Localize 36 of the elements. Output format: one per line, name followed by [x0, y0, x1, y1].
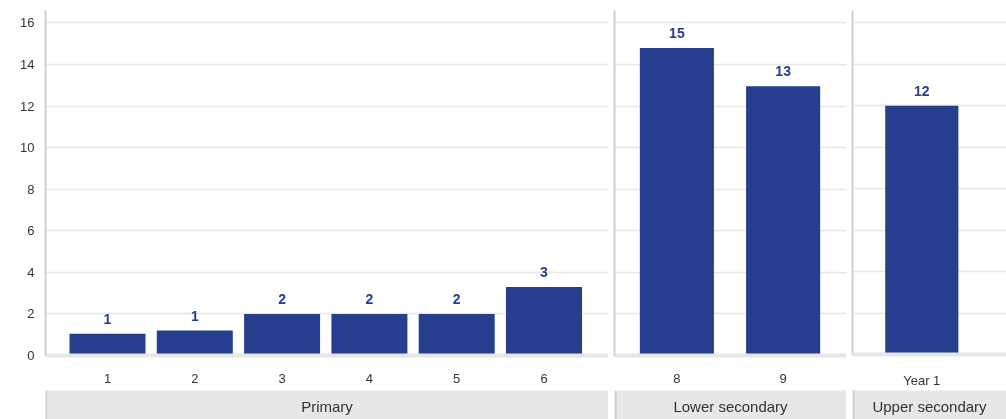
data-label: 2 — [365, 290, 374, 307]
x-axis-title: Upper secondary — [872, 397, 988, 415]
data-label: 1 — [190, 307, 199, 324]
data-label: 2 — [452, 290, 461, 307]
bar — [244, 313, 321, 356]
data-label: 3 — [540, 263, 549, 280]
bar — [69, 333, 146, 356]
x-tick-label: 2 — [191, 370, 199, 386]
data-label: 13 — [775, 63, 792, 80]
data-label: 1 — [103, 310, 112, 327]
x-axis-title: Primary — [301, 397, 354, 415]
y-tick-label: 4 — [27, 264, 35, 280]
x-tick-label: 8 — [673, 370, 681, 386]
x-tick-label: 3 — [278, 370, 286, 386]
y-tick-label: 6 — [27, 223, 35, 239]
y-tick-label: 2 — [27, 306, 35, 322]
y-tick-label: 12 — [20, 98, 35, 114]
bar — [418, 313, 495, 356]
data-label: 2 — [278, 290, 287, 307]
y-tick-label: 8 — [27, 181, 35, 197]
data-label: 15 — [669, 24, 685, 41]
bar — [506, 286, 582, 356]
bar — [156, 330, 233, 356]
x-tick-label: 4 — [365, 370, 374, 386]
x-tick-label: 1 — [103, 370, 112, 386]
y-tick-label: 14 — [20, 57, 35, 73]
bar — [331, 313, 408, 356]
y-tick-label: 0 — [27, 348, 35, 363]
x-axis-title: Lower secondary — [673, 397, 789, 415]
x-tick-label: 5 — [453, 370, 461, 386]
x-tick-label: 6 — [540, 370, 548, 386]
data-label: 12 — [914, 82, 930, 99]
x-tick-label: Year 1 — [903, 372, 941, 388]
y-tick-label: 16 — [20, 15, 35, 31]
y-tick-label: 10 — [20, 140, 35, 156]
x-tick-label: 9 — [779, 370, 787, 386]
